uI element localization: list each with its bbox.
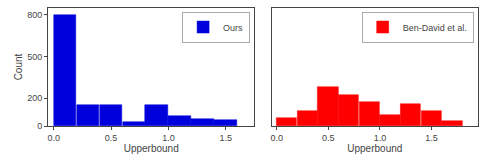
svg-text:1.0: 1.0 [374,133,387,143]
svg-text:Ben-David et al.: Ben-David et al. [403,23,467,33]
svg-text:Ours: Ours [223,23,243,33]
svg-text:1.5: 1.5 [425,133,438,143]
svg-text:1.5: 1.5 [219,133,232,143]
svg-text:0.0: 0.0 [271,133,284,143]
svg-text:200: 200 [27,93,42,103]
svg-text:1.0: 1.0 [162,133,175,143]
svg-text:Upperbound: Upperbound [347,143,402,154]
svg-text:500: 500 [27,52,42,62]
svg-text:0.5: 0.5 [105,133,118,143]
svg-text:0: 0 [37,121,42,131]
svg-text:Count: Count [13,53,24,80]
svg-text:0.0: 0.0 [47,133,60,143]
svg-text:Upperbound: Upperbound [124,143,179,154]
svg-text:0.5: 0.5 [322,133,335,143]
svg-text:800: 800 [27,10,42,20]
